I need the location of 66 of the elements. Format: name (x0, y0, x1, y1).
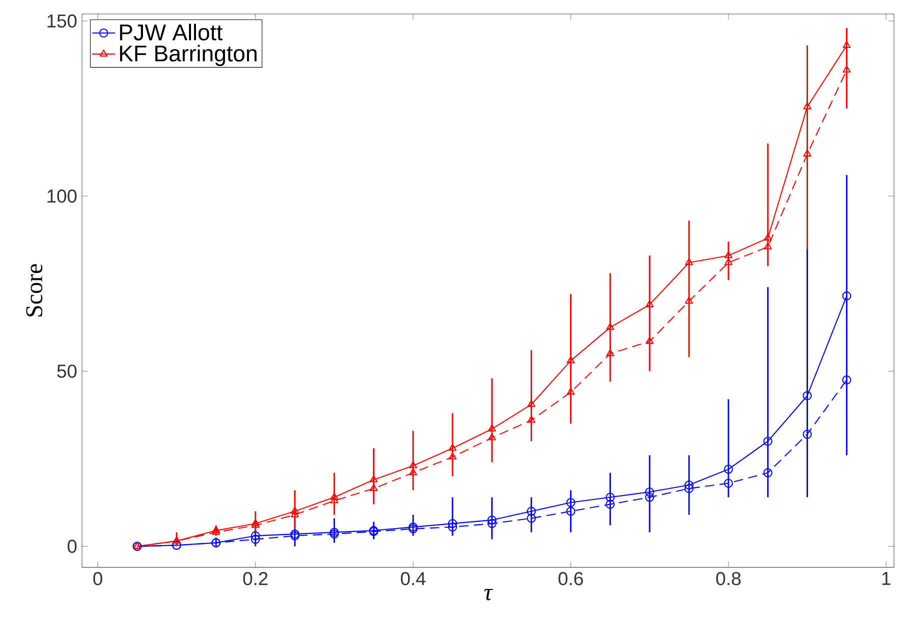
point (566, 506, 576, 516)
point (724, 464, 733, 474)
point (488, 424, 496, 432)
point (566, 388, 575, 395)
point (842, 375, 852, 384)
point (684, 484, 694, 494)
point (250, 531, 260, 540)
point (685, 258, 694, 266)
point (802, 391, 812, 400)
point (526, 514, 536, 523)
point (842, 291, 852, 300)
x-tick-label: 0.8 (716, 572, 741, 586)
x-tick-label: 0.2 (243, 572, 268, 586)
x-tick-label: 1 (882, 572, 890, 585)
point (526, 506, 536, 516)
point (724, 478, 733, 488)
y-tick-label: 150 (48, 14, 77, 28)
point (566, 356, 575, 364)
legend-label: KF Barrington (120, 44, 257, 66)
point (488, 433, 496, 440)
point (842, 40, 851, 48)
point (370, 484, 378, 492)
point (448, 519, 458, 528)
point (763, 436, 772, 446)
y-tick-label: 0 (68, 540, 77, 553)
point (487, 519, 496, 528)
point (802, 430, 812, 439)
x-tick-label: 0.6 (558, 572, 583, 586)
point (803, 102, 812, 110)
point (645, 492, 654, 502)
point (764, 242, 772, 250)
point (685, 296, 694, 304)
x-axis-title: τ (484, 589, 494, 600)
point (290, 506, 299, 514)
point (370, 475, 378, 482)
legend-label: PJW Allott (120, 24, 223, 40)
point (684, 480, 694, 490)
point (763, 468, 772, 478)
point (606, 500, 615, 509)
point (645, 487, 654, 497)
point (448, 522, 458, 532)
x-tick-label: 0 (93, 572, 102, 586)
point (527, 416, 536, 423)
point (606, 492, 615, 502)
y-tick-label: 50 (57, 364, 77, 378)
point (566, 498, 576, 508)
point (448, 444, 457, 451)
point (250, 534, 260, 544)
point (409, 461, 418, 468)
point (330, 492, 338, 500)
point (606, 322, 614, 330)
point (646, 300, 654, 308)
y-tick-label: 100 (48, 189, 77, 203)
point (330, 528, 339, 537)
point (330, 530, 339, 539)
point (646, 336, 654, 344)
y-axis-title: Score (26, 264, 42, 316)
point (487, 516, 496, 525)
point (527, 400, 536, 408)
point (842, 65, 851, 73)
x-tick-label: 0.4 (400, 572, 426, 586)
point (764, 234, 772, 241)
point (724, 251, 732, 258)
point (606, 349, 614, 356)
point (803, 150, 812, 157)
point (448, 452, 457, 460)
